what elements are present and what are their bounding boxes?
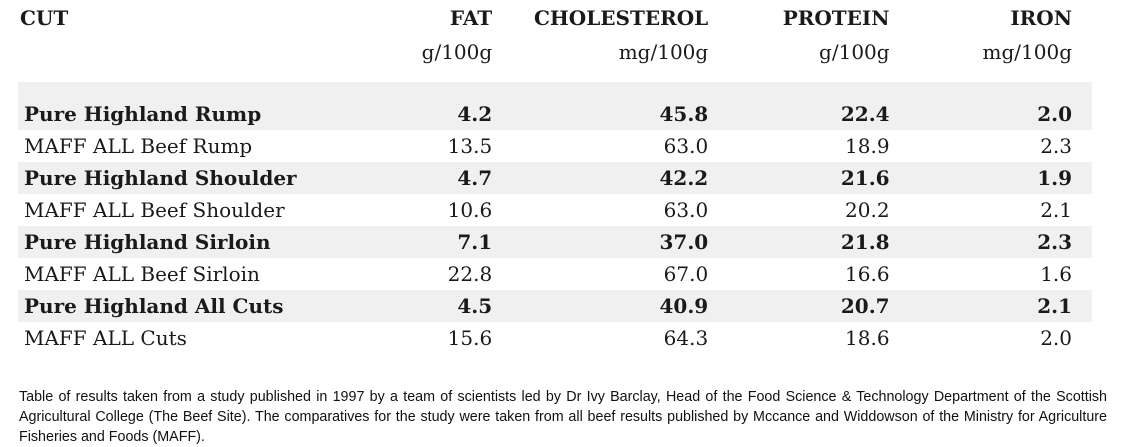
spacer-row bbox=[18, 82, 1092, 98]
cut-name: MAFF ALL Beef Rump bbox=[24, 134, 253, 158]
table-row: Pure Highland Rump 4.2 45.8 22.4 2.0 bbox=[18, 98, 1092, 130]
units-row: g/100g mg/100g g/100g mg/100g bbox=[18, 38, 1092, 82]
protein-value: 16.6 bbox=[845, 262, 890, 286]
nutrition-table-container: CUT FAT CHOLESTEROL PROTEIN IRON g/100g … bbox=[18, 4, 1092, 354]
iron-value: 2.3 bbox=[1040, 134, 1072, 158]
iron-value: 2.3 bbox=[909, 226, 1092, 258]
cholesterol-value: 67.0 bbox=[663, 262, 709, 286]
unit-cholesterol: mg/100g bbox=[618, 40, 709, 64]
cut-name: Pure Highland All Cuts bbox=[18, 290, 385, 322]
header-protein: PROTEIN bbox=[782, 6, 890, 30]
table-row: MAFF ALL Beef Sirloin 22.8 67.0 16.6 1.6 bbox=[18, 258, 1092, 290]
protein-value: 21.6 bbox=[728, 162, 910, 194]
cholesterol-value: 42.2 bbox=[512, 162, 729, 194]
fat-value: 4.5 bbox=[384, 290, 513, 322]
protein-value: 18.6 bbox=[845, 326, 890, 350]
fat-value: 22.8 bbox=[447, 262, 493, 286]
iron-value: 1.6 bbox=[1040, 262, 1072, 286]
header-cut: CUT bbox=[20, 6, 69, 30]
protein-value: 20.7 bbox=[728, 290, 910, 322]
iron-value: 2.1 bbox=[909, 290, 1092, 322]
protein-value: 18.9 bbox=[845, 134, 890, 158]
table-row: MAFF ALL Cuts 15.6 64.3 18.6 2.0 bbox=[18, 322, 1092, 354]
protein-value: 22.4 bbox=[728, 98, 910, 130]
cholesterol-value: 45.8 bbox=[512, 98, 729, 130]
fat-value: 10.6 bbox=[447, 198, 493, 222]
fat-value: 4.2 bbox=[384, 98, 513, 130]
unit-cut bbox=[18, 38, 385, 82]
nutrition-table: CUT FAT CHOLESTEROL PROTEIN IRON g/100g … bbox=[18, 4, 1092, 354]
protein-value: 20.2 bbox=[845, 198, 890, 222]
unit-iron: mg/100g bbox=[982, 40, 1072, 64]
protein-value: 21.8 bbox=[728, 226, 910, 258]
table-row: MAFF ALL Beef Shoulder 10.6 63.0 20.2 2.… bbox=[18, 194, 1092, 226]
cut-name: Pure Highland Shoulder bbox=[18, 162, 385, 194]
iron-value: 2.1 bbox=[1040, 198, 1072, 222]
unit-fat: g/100g bbox=[421, 40, 493, 64]
cut-name: Pure Highland Sirloin bbox=[18, 226, 385, 258]
cholesterol-value: 63.0 bbox=[663, 198, 709, 222]
cholesterol-value: 63.0 bbox=[663, 134, 709, 158]
fat-value: 15.6 bbox=[447, 326, 493, 350]
cut-name: MAFF ALL Beef Sirloin bbox=[24, 262, 260, 286]
fat-value: 7.1 bbox=[384, 226, 513, 258]
iron-value: 2.0 bbox=[1040, 326, 1072, 350]
table-row: Pure Highland Shoulder 4.7 42.2 21.6 1.9 bbox=[18, 162, 1092, 194]
cut-name: MAFF ALL Cuts bbox=[24, 326, 187, 350]
iron-value: 2.0 bbox=[909, 98, 1092, 130]
cholesterol-value: 37.0 bbox=[512, 226, 729, 258]
header-iron: IRON bbox=[1010, 6, 1072, 30]
header-cholesterol: CHOLESTEROL bbox=[533, 6, 709, 30]
cut-name: Pure Highland Rump bbox=[18, 98, 385, 130]
fat-value: 4.7 bbox=[384, 162, 513, 194]
header-row: CUT FAT CHOLESTEROL PROTEIN IRON bbox=[18, 4, 1092, 38]
table-row: Pure Highland Sirloin 7.1 37.0 21.8 2.3 bbox=[18, 226, 1092, 258]
table-row: Pure Highland All Cuts 4.5 40.9 20.7 2.1 bbox=[18, 290, 1092, 322]
unit-protein: g/100g bbox=[819, 40, 890, 64]
cholesterol-value: 64.3 bbox=[663, 326, 709, 350]
cut-name: MAFF ALL Beef Shoulder bbox=[24, 198, 285, 222]
fat-value: 13.5 bbox=[447, 134, 493, 158]
iron-value: 1.9 bbox=[909, 162, 1092, 194]
table-row: MAFF ALL Beef Rump 13.5 63.0 18.9 2.3 bbox=[18, 130, 1092, 162]
header-fat: FAT bbox=[449, 6, 493, 30]
cholesterol-value: 40.9 bbox=[512, 290, 729, 322]
table-caption: Table of results taken from a study publ… bbox=[19, 389, 1107, 446]
